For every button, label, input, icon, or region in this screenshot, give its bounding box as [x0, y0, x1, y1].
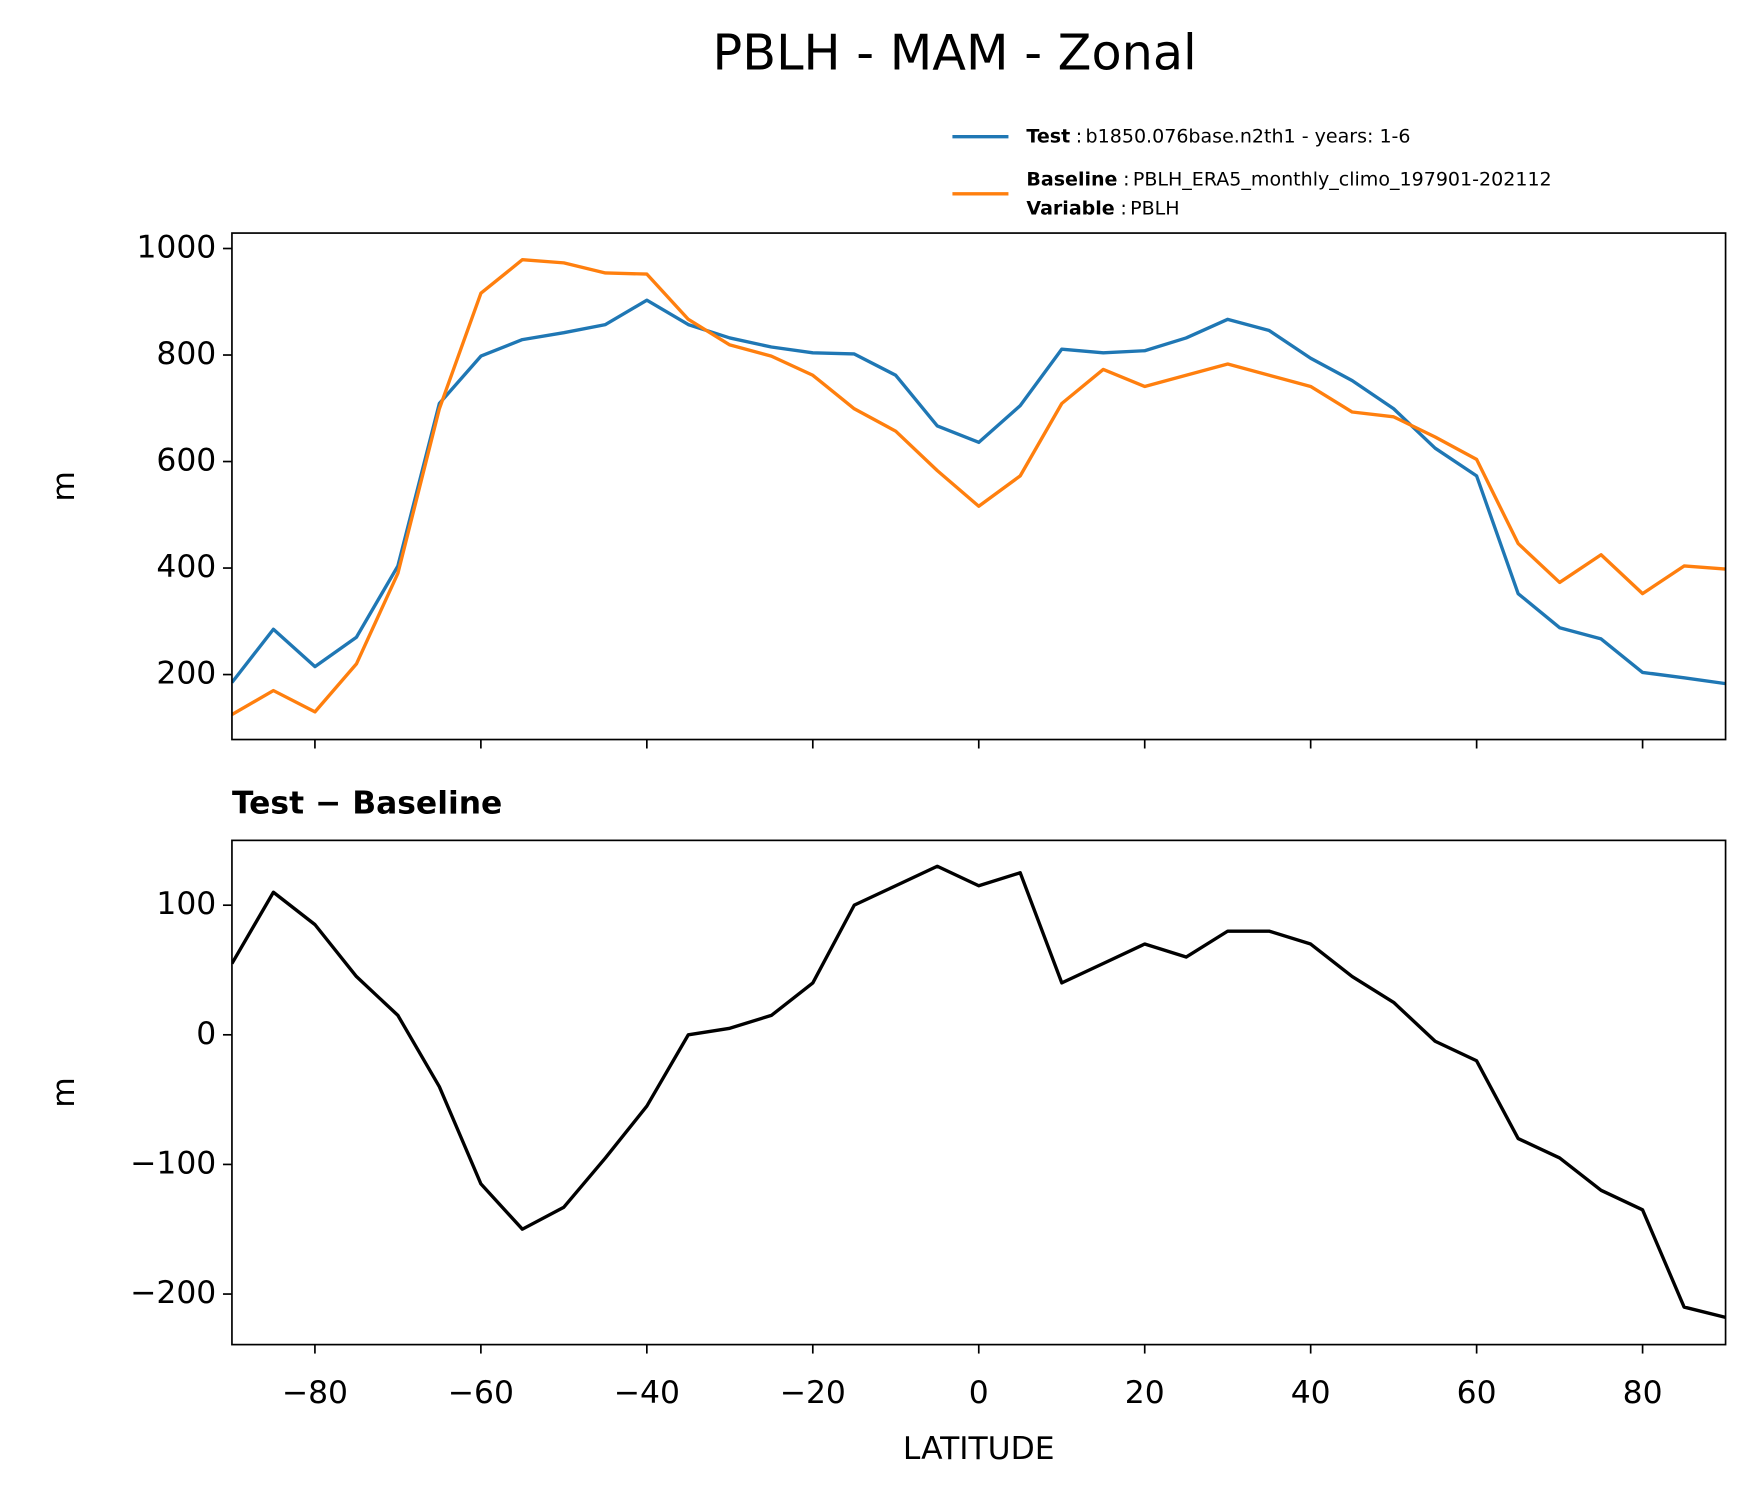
- y-axis-label: m: [46, 1077, 82, 1108]
- legend-name: Variable: [1026, 197, 1114, 219]
- legend-name: Baseline: [1026, 168, 1117, 190]
- data-line: [231, 864, 1726, 1320]
- y-axis-label: m: [46, 471, 82, 502]
- chart-title: PBLH - MAM - Zonal: [713, 24, 1197, 82]
- x-axis-label: LATITUDE: [903, 1431, 1055, 1467]
- x-tick-label: 20: [1125, 1375, 1165, 1411]
- x-tick-label: −20: [780, 1375, 846, 1411]
- y-tick-label: 800: [156, 336, 216, 372]
- legend-separator: :: [1120, 197, 1126, 219]
- plot-frame: [231, 232, 1727, 741]
- y-tick-label: −100: [130, 1145, 216, 1181]
- y-tick-label: 1000: [136, 230, 216, 266]
- legend-description: PBLH: [1130, 197, 1179, 219]
- x-tick-label: −40: [614, 1375, 680, 1411]
- y-tick-label: 600: [156, 443, 216, 479]
- legend-variable: Variable: PBLH: [1026, 197, 1179, 219]
- y-tick-label: 200: [156, 656, 216, 692]
- x-tick-label: 60: [1457, 1375, 1497, 1411]
- legend-entry: Test: b1850.076base.n2th1 - years: 1-6: [1026, 125, 1410, 147]
- legend-separator: :: [1123, 168, 1129, 190]
- plot-frame: [231, 839, 1727, 1346]
- x-tick-label: 0: [969, 1375, 989, 1411]
- data-line: [231, 258, 1726, 716]
- legend-description: PBLH_ERA5_monthly_climo_197901-202112: [1133, 168, 1552, 190]
- x-tick-label: 40: [1291, 1375, 1331, 1411]
- legend-description: b1850.076base.n2th1 - years: 1-6: [1086, 125, 1411, 147]
- figure: PBLH - MAM - Zonal 2004006008001000mTest…: [46, 24, 1727, 1467]
- x-tick-label: 80: [1623, 1375, 1663, 1411]
- y-tick-label: 0: [196, 1016, 216, 1052]
- legend-name: Test: [1026, 125, 1070, 147]
- legend-separator: :: [1076, 125, 1082, 147]
- data-line: [231, 298, 1726, 686]
- subplot-title: Test − Baseline: [232, 786, 502, 822]
- x-tick-label: −60: [448, 1375, 514, 1411]
- x-tick-label: −80: [282, 1375, 348, 1411]
- legend-entry: Baseline: PBLH_ERA5_monthly_climo_197901-…: [1026, 168, 1551, 190]
- y-tick-label: −200: [130, 1275, 216, 1311]
- y-tick-label: 400: [156, 549, 216, 585]
- y-tick-label: 100: [156, 886, 216, 922]
